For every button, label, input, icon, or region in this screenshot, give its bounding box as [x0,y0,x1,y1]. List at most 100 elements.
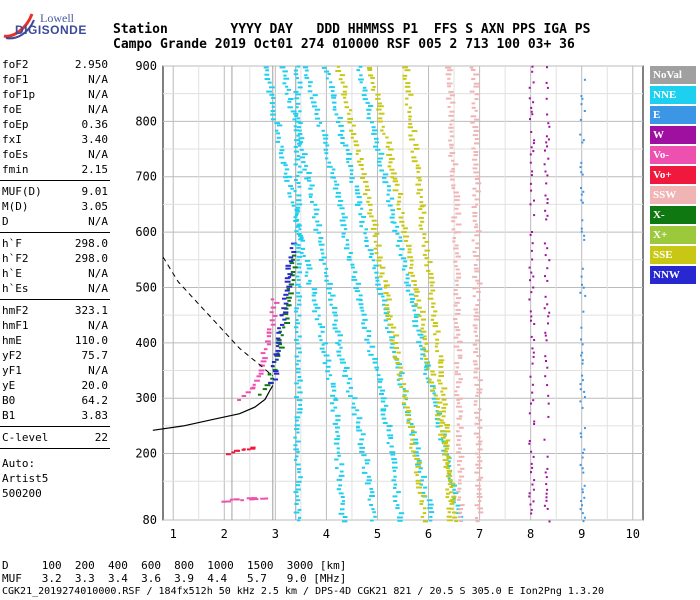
param-row: h`F 298.0 [2,237,108,251]
echo-mark [423,372,427,375]
echo-mark [308,187,313,190]
echo-mark [285,267,291,270]
echo-mark [446,507,452,510]
echo-mark [377,105,384,108]
echo-mark [544,334,547,337]
echo-mark [365,462,370,465]
echo-mark [531,383,534,386]
echo-mark [389,197,395,200]
echo-mark [282,82,287,85]
echo-mark [296,246,301,249]
echo-mark [368,353,374,356]
echo-mark [545,360,547,362]
echo-mark [424,364,431,367]
echo-mark [391,458,397,461]
echo-mark [583,448,586,451]
echo-mark [531,113,534,116]
echo-mark [288,256,294,259]
echo-mark [458,415,463,418]
param-row: foEs N/A [2,148,108,162]
echo-mark [324,157,329,160]
echo-mark [454,199,460,202]
echo-mark [408,134,413,137]
echo-mark [447,69,453,72]
echo-mark [454,362,460,365]
echo-mark [458,479,462,482]
echo-mark [367,498,371,501]
echo-mark [397,196,402,199]
echo-mark [532,101,535,104]
echo-mark [293,338,299,341]
echo-mark [583,396,586,398]
echo-mark [453,318,458,321]
echo-mark [531,242,534,245]
echo-mark [402,395,406,398]
echo-mark [452,237,456,239]
param-name: M(D) [2,200,29,213]
param-row: B1 3.83 [2,409,108,423]
echo-mark [302,255,306,257]
echo-mark [438,433,444,436]
echo-mark [294,230,299,233]
echo-mark [402,74,408,77]
echo-mark [404,103,408,106]
echo-mark [373,145,379,148]
echo-mark [456,417,462,420]
echo-mark [474,422,480,425]
echo-mark [282,70,288,73]
echo-mark [296,259,300,262]
echo-mark [278,152,283,155]
echo-mark [441,410,446,413]
echo-mark [530,462,533,465]
echo-mark [324,152,329,155]
echo-mark [370,88,376,91]
echo-mark [245,391,251,394]
echo-mark [455,252,459,255]
echo-mark [419,196,423,198]
echo-mark [297,223,301,226]
echo-mark [581,201,584,204]
echo-mark [389,445,394,448]
auto-scaling-line3: 500200 [2,487,42,500]
echo-mark [377,157,383,160]
echo-mark [379,169,384,172]
echo-mark [455,435,462,438]
echo-mark [474,471,480,474]
echo-mark [473,264,478,266]
echo-mark [435,350,439,353]
echo-mark [290,201,295,204]
echo-mark [442,403,448,406]
echo-mark [431,306,435,308]
footer-distance-row: D 100 200 400 600 800 1000 1500 3000 [km… [2,559,347,572]
echo-mark [390,453,396,456]
echo-mark [296,291,301,294]
echo-mark [294,97,300,100]
echo-mark [284,168,290,171]
echo-mark [377,378,384,381]
echo-mark [531,466,534,469]
echo-mark [304,164,309,167]
echo-mark [435,406,441,408]
echo-mark [474,118,479,121]
echo-mark [581,379,584,382]
echo-mark [347,377,353,380]
param-value: 2.15 [81,163,109,176]
echo-mark [314,113,319,115]
echo-mark [286,304,291,307]
auto-scaling-line2: Artist5 [2,472,49,485]
echo-mark [410,438,414,441]
echo-mark [473,351,478,354]
echo-mark [445,461,450,464]
echo-mark [405,277,410,280]
echo-mark [382,303,386,306]
param-row: B0 64.2 [2,394,108,408]
echo-mark [546,113,549,116]
echo-mark [428,381,435,384]
echo-mark [279,149,285,152]
echo-mark [393,334,400,337]
echo-mark [376,374,381,377]
echo-mark [392,461,398,464]
echo-mark [225,500,231,503]
echo-mark [415,465,422,468]
echo-mark [396,504,400,507]
